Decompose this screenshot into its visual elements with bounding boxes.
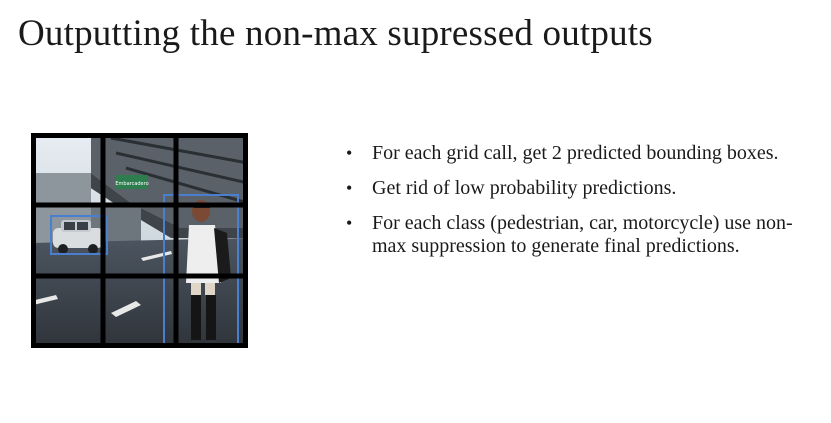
bullet-text: Get rid of low probability predictions. bbox=[372, 177, 677, 199]
bullet-text: For each class (pedestrian, car, motorcy… bbox=[372, 212, 793, 257]
street-scene-image: Embarcadero bbox=[31, 133, 248, 348]
car bbox=[53, 220, 103, 254]
grid-lines bbox=[31, 133, 248, 348]
road-sign-text: Embarcadero bbox=[115, 181, 148, 187]
bullet-item: • Get rid of low probability predictions… bbox=[344, 177, 804, 200]
grid-border bbox=[31, 133, 248, 348]
bullet-list: • For each grid call, get 2 predicted bo… bbox=[344, 142, 804, 270]
road-sign bbox=[116, 175, 148, 189]
street-scene-illustration: Embarcadero bbox=[31, 133, 248, 348]
slide-title: Outputting the non-max supressed outputs bbox=[18, 13, 653, 54]
bullet-text: For each grid call, get 2 predicted boun… bbox=[372, 142, 779, 164]
bullet-dot: • bbox=[346, 178, 353, 198]
bullet-dot: • bbox=[346, 143, 353, 163]
bullet-dot: • bbox=[346, 213, 353, 233]
bullet-item: • For each grid call, get 2 predicted bo… bbox=[344, 142, 804, 165]
car-bounding-box bbox=[50, 215, 108, 255]
overpass-beams bbox=[110, 136, 248, 205]
bullet-item: • For each class (pedestrian, car, motor… bbox=[344, 212, 804, 258]
